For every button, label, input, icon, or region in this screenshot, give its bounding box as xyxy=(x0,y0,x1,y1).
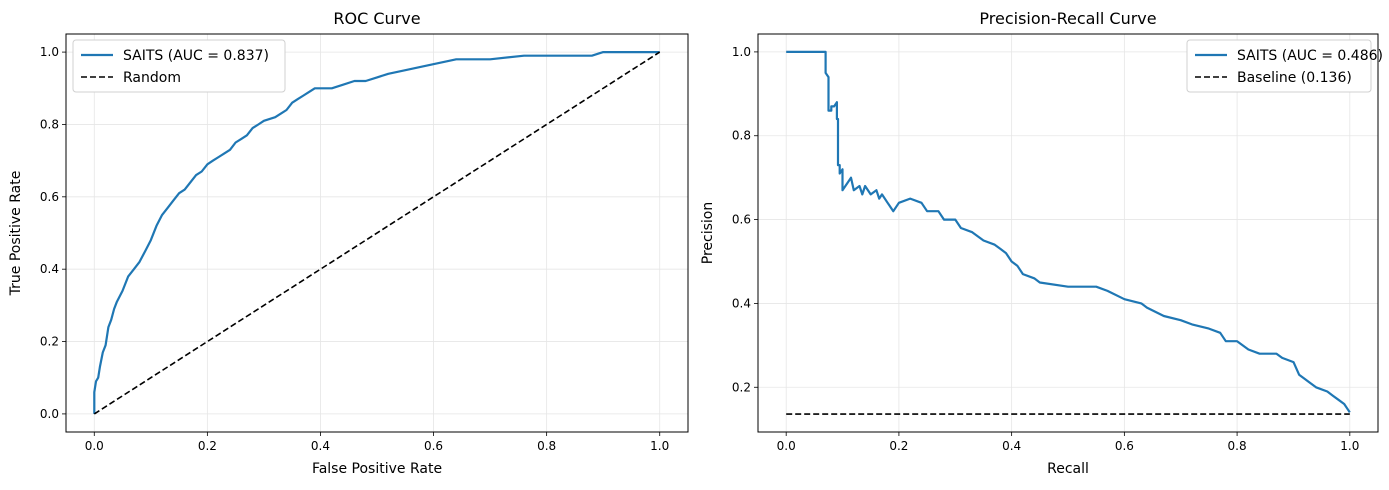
pr-y-tick-label: 0.8 xyxy=(732,129,751,143)
roc-y-tick-label: 0.0 xyxy=(40,407,59,421)
roc-x-tick-label: 0.6 xyxy=(424,439,443,453)
pr-axes-frame xyxy=(757,33,1379,433)
pr-x-ticks: 0.0 0.2 0.4 0.6 0.8 1.0 xyxy=(777,432,1359,453)
roc-series-line-saits xyxy=(93,51,660,414)
roc-x-axis-label: False Positive Rate xyxy=(312,461,442,477)
pr-x-tick-label: 1.0 xyxy=(1340,439,1359,453)
roc-axes-frame xyxy=(65,33,689,433)
pr-y-ticks: 0.2 0.4 0.6 0.8 1.0 xyxy=(732,45,758,394)
pr-x-tick-label: 0.0 xyxy=(777,439,796,453)
roc-y-tick-label: 0.4 xyxy=(40,262,59,276)
roc-panel: 0.0 0.2 0.4 0.6 0.8 1.0 0.0 0.2 0.4 0.6 0.8 1.0 RO… xyxy=(8,9,689,477)
roc-y-tick-label: 0.8 xyxy=(40,117,59,131)
pr-x-axis-label: Recall xyxy=(1047,461,1089,477)
pr-legend-label-baseline: Baseline (0.136) xyxy=(1237,70,1352,86)
pr-grid xyxy=(758,34,1378,432)
pr-title: Precision-Recall Curve xyxy=(979,9,1156,28)
roc-x-tick-label: 0.2 xyxy=(198,439,217,453)
roc-legend: SAITS (AUC = 0.837) Random xyxy=(72,39,286,93)
roc-legend-box xyxy=(72,39,286,93)
pr-legend: SAITS (AUC = 0.486) Baseline (0.136) xyxy=(1186,39,1383,93)
pr-panel: 0.0 0.2 0.4 0.6 0.8 1.0 0.2 0.4 0.6 0.8 1.0 Preci… xyxy=(700,9,1383,477)
roc-x-ticks: 0.0 0.2 0.4 0.6 0.8 1.0 xyxy=(85,432,669,453)
pr-x-tick-label: 0.4 xyxy=(1002,439,1021,453)
roc-x-tick-label: 0.8 xyxy=(537,439,556,453)
roc-y-axis-label: True Positive Rate xyxy=(8,171,24,297)
pr-y-tick-label: 0.4 xyxy=(732,296,751,310)
pr-series-line-saits xyxy=(786,50,1351,414)
pr-legend-box xyxy=(1186,39,1372,93)
roc-y-tick-label: 0.6 xyxy=(40,190,59,204)
roc-legend-label-saits: SAITS (AUC = 0.837) xyxy=(123,48,269,64)
roc-y-tick-label: 1.0 xyxy=(40,45,59,59)
pr-x-tick-label: 0.6 xyxy=(1115,439,1134,453)
roc-x-tick-label: 1.0 xyxy=(650,439,669,453)
pr-y-tick-label: 0.6 xyxy=(732,213,751,227)
pr-x-tick-label: 0.2 xyxy=(889,439,908,453)
pr-legend-label-saits: SAITS (AUC = 0.486) xyxy=(1237,48,1383,64)
pr-x-tick-label: 0.8 xyxy=(1228,439,1247,453)
pr-y-tick-label: 1.0 xyxy=(732,45,751,59)
roc-y-ticks: 0.0 0.2 0.4 0.6 0.8 1.0 xyxy=(40,45,66,421)
roc-y-tick-label: 0.2 xyxy=(40,335,59,349)
roc-x-tick-label: 0.0 xyxy=(85,439,104,453)
roc-title: ROC Curve xyxy=(333,9,420,28)
pr-lines xyxy=(786,50,1351,415)
roc-lines xyxy=(93,51,661,415)
roc-legend-label-random: Random xyxy=(123,70,181,86)
roc-series-line-random xyxy=(93,51,661,415)
pr-y-axis-label: Precision xyxy=(700,202,716,264)
roc-x-tick-label: 0.4 xyxy=(311,439,330,453)
pr-y-tick-label: 0.2 xyxy=(732,380,751,394)
